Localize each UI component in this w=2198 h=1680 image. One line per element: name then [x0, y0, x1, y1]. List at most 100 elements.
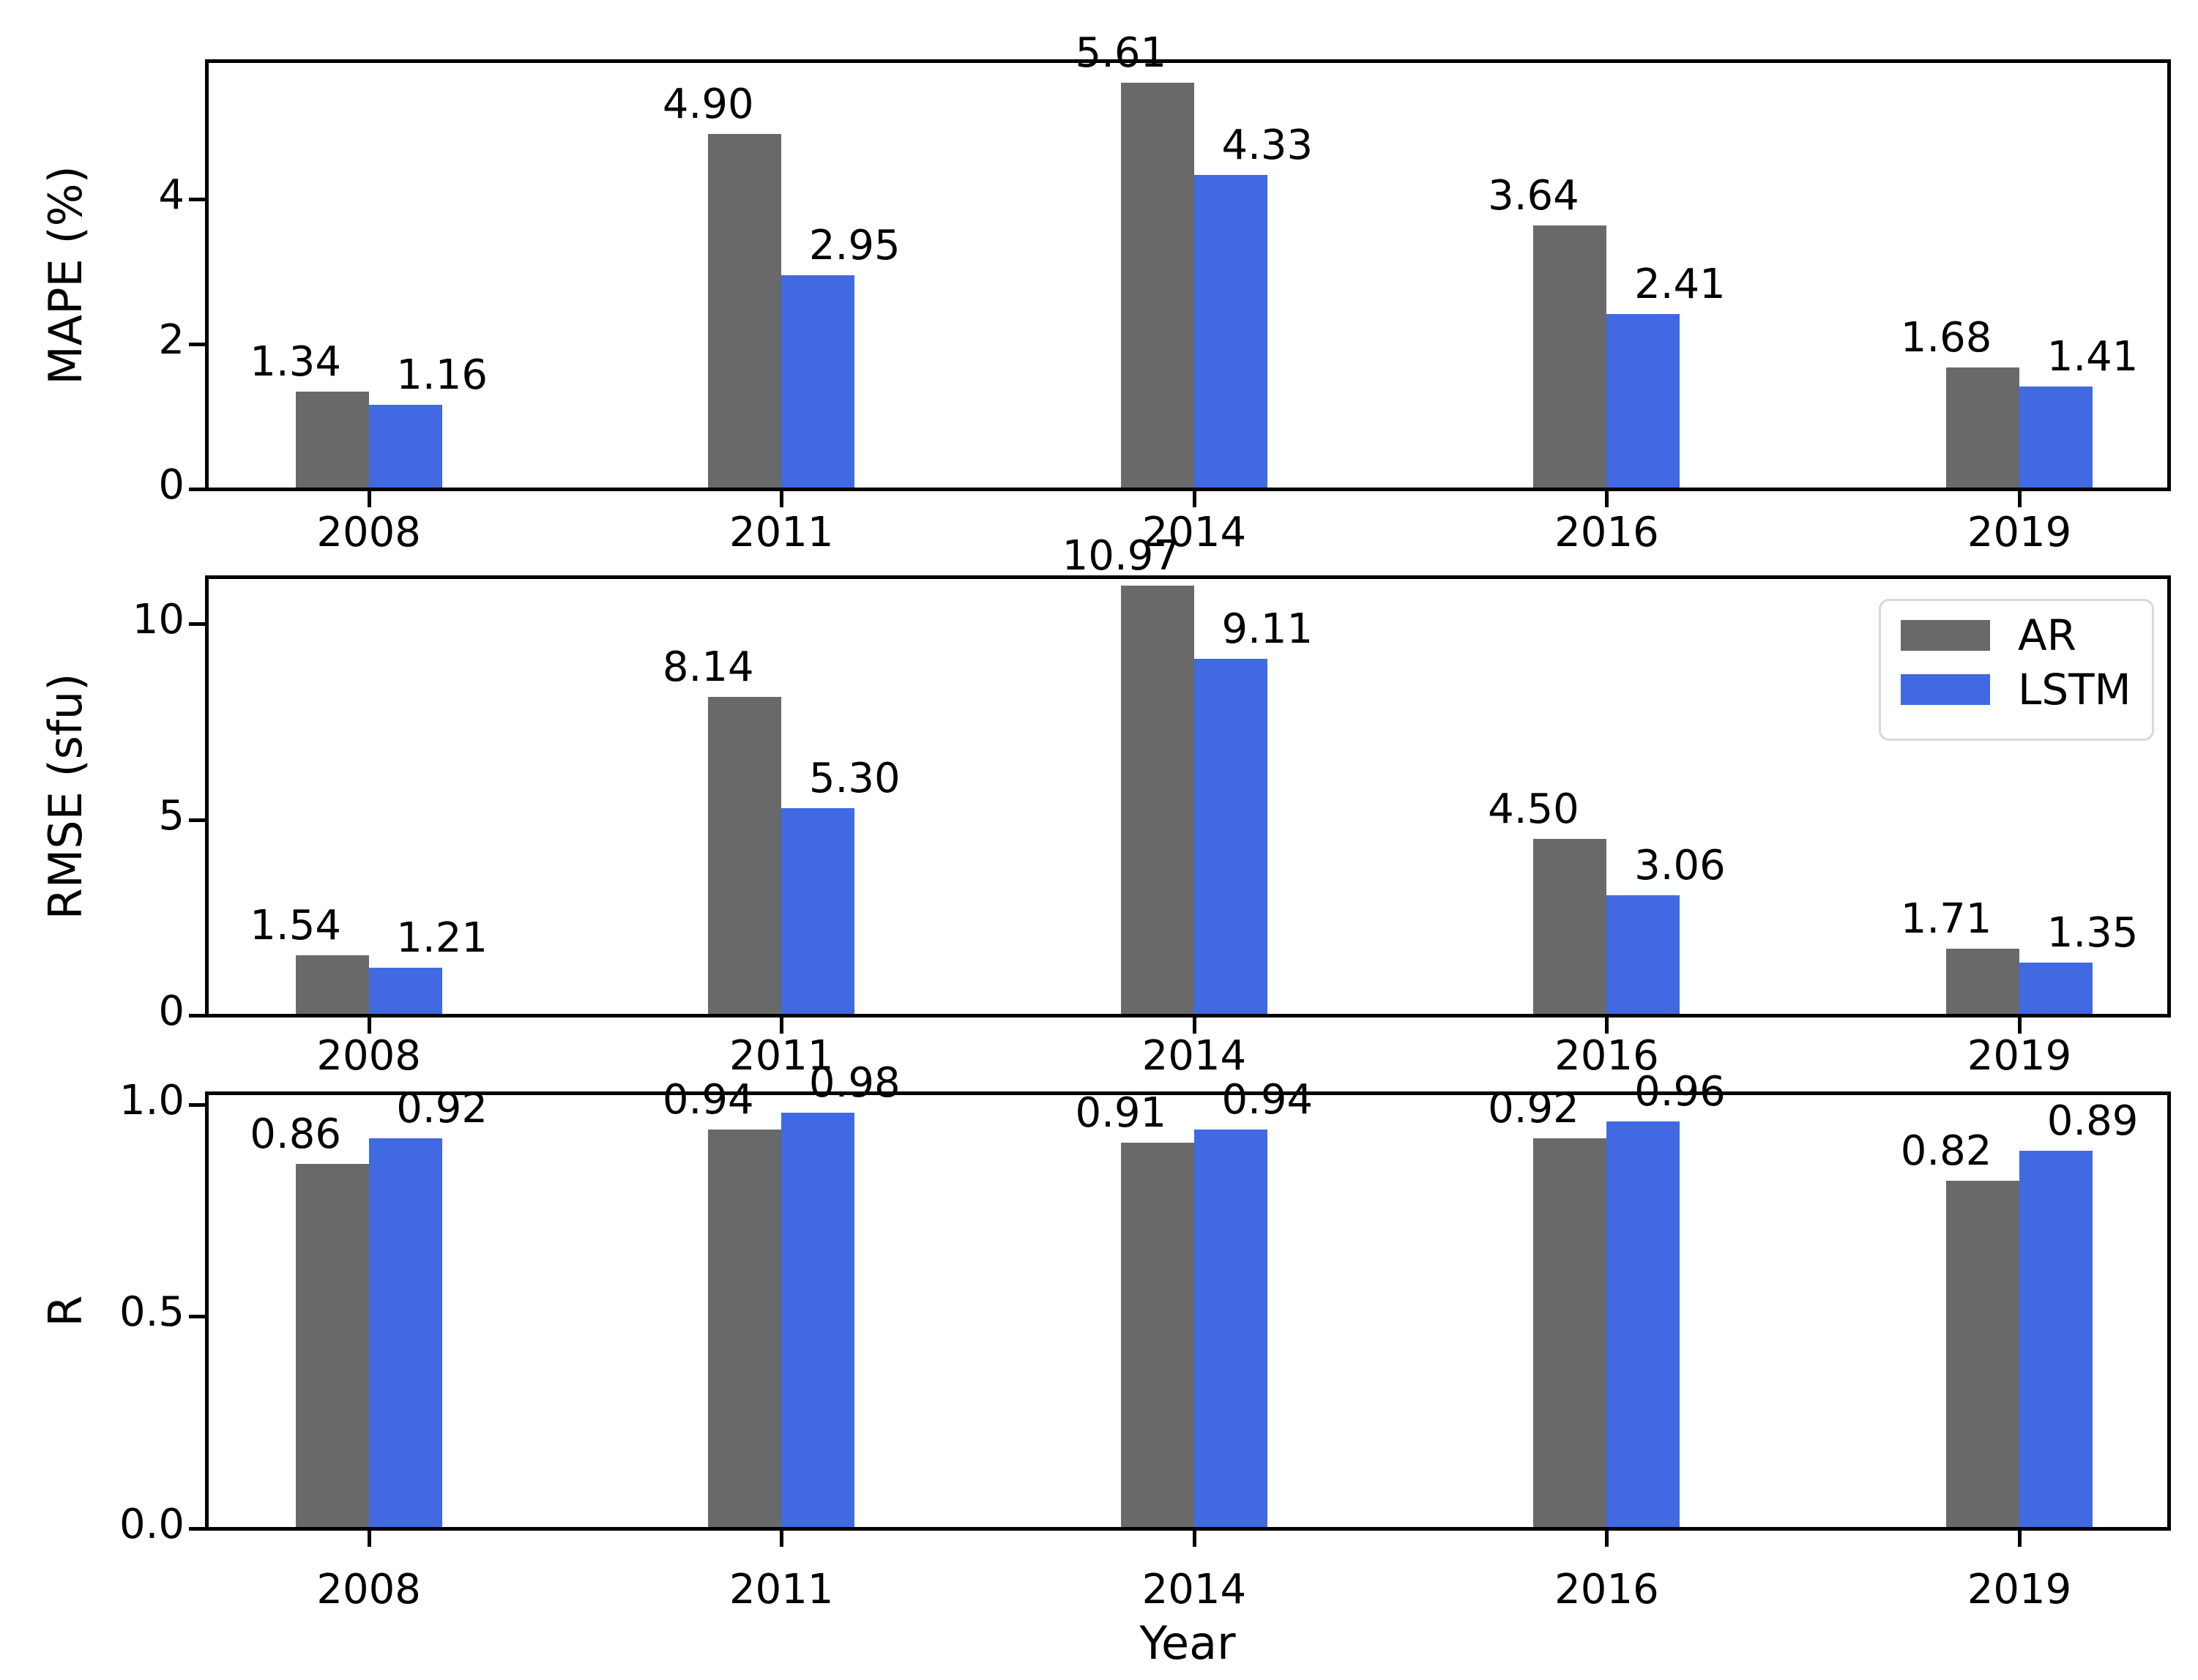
- axes-top-spine: [205, 575, 2170, 579]
- x-tick-mark: [367, 491, 371, 507]
- value-label-ar-2016: 0.92: [1488, 1084, 1579, 1132]
- x-tick-label: 2008: [316, 1032, 421, 1080]
- y-axis-label: MAPE (%): [39, 165, 92, 385]
- bar-ar-2011: [708, 133, 782, 489]
- x-tick-mark: [2018, 1531, 2022, 1547]
- value-label-lstm-2016: 2.41: [1634, 261, 1726, 309]
- legend-swatch-ar: [1901, 620, 1990, 651]
- bar-ar-2008: [295, 392, 369, 489]
- y-tick-mark: [189, 622, 205, 627]
- y-tick-mark: [189, 198, 205, 202]
- y-tick-mark: [189, 818, 205, 822]
- axes-right-spine: [2167, 1091, 2171, 1531]
- y-tick-label: 0.0: [119, 1501, 185, 1548]
- x-tick-label: 2011: [729, 509, 834, 556]
- y-tick-mark: [189, 1527, 205, 1531]
- y-tick-label: 0: [158, 988, 185, 1035]
- x-tick-mark: [780, 491, 784, 507]
- y-tick-mark: [189, 343, 205, 347]
- value-label-ar-2011: 0.94: [662, 1076, 754, 1124]
- axes-right-spine: [2167, 59, 2171, 491]
- value-label-ar-2019: 1.71: [1900, 895, 1992, 943]
- value-label-lstm-2019: 1.35: [2046, 908, 2139, 957]
- x-tick-label: 2016: [1554, 509, 1659, 556]
- y-tick-label: 10: [132, 596, 185, 644]
- y-tick-mark: [189, 1014, 205, 1018]
- value-label-ar-2019: 0.82: [1900, 1127, 1992, 1175]
- value-label-ar-2011: 4.90: [662, 80, 754, 128]
- axes-right-spine: [2167, 575, 2171, 1018]
- value-label-ar-2019: 1.68: [1900, 313, 1992, 362]
- x-tick-mark: [1605, 1018, 1609, 1034]
- y-tick-label: 2: [158, 316, 185, 365]
- bar-ar-2014: [1120, 82, 1194, 489]
- bar-ar-2016: [1533, 839, 1607, 1015]
- value-label-ar-2016: 3.64: [1488, 171, 1579, 220]
- axes-top-spine: [205, 59, 2170, 63]
- bar-ar-2011: [708, 1130, 782, 1528]
- bar-lstm-2011: [781, 807, 855, 1015]
- value-label-lstm-2008: 1.16: [396, 351, 488, 400]
- value-label-lstm-2016: 0.96: [1634, 1067, 1726, 1116]
- x-tick-label: 2019: [1967, 509, 2072, 556]
- x-tick-label: 2014: [1141, 1032, 1247, 1080]
- value-label-ar-2014: 10.97: [1062, 532, 1180, 580]
- bar-lstm-2014: [1193, 1130, 1267, 1528]
- bar-ar-2016: [1533, 1138, 1607, 1528]
- value-label-lstm-2008: 0.92: [396, 1084, 488, 1132]
- x-tick-mark: [1192, 491, 1196, 507]
- bar-lstm-2011: [781, 275, 855, 489]
- bar-lstm-2008: [368, 1138, 442, 1528]
- value-label-lstm-2014: 9.11: [1221, 605, 1314, 653]
- value-label-ar-2016: 4.50: [1488, 785, 1579, 834]
- y-tick-label: 0: [158, 461, 185, 509]
- x-tick-label: 2016: [1554, 1566, 1659, 1613]
- value-label-ar-2011: 8.14: [662, 643, 754, 691]
- value-label-lstm-2019: 1.41: [2046, 333, 2139, 381]
- y-axis-label: R: [39, 1294, 92, 1327]
- bar-lstm-2014: [1193, 658, 1267, 1015]
- x-tick-mark: [367, 1018, 371, 1034]
- value-label-lstm-2008: 1.21: [396, 914, 488, 963]
- x-tick-label: 2019: [1967, 1566, 2072, 1613]
- x-tick-label: 2014: [1141, 509, 1247, 556]
- value-label-ar-2014: 5.61: [1075, 29, 1167, 77]
- x-tick-mark: [1605, 491, 1609, 507]
- x-tick-label: 2016: [1554, 1032, 1659, 1080]
- y-tick-mark: [189, 488, 205, 491]
- value-label-ar-2008: 0.86: [250, 1110, 341, 1158]
- x-tick-mark: [1192, 1018, 1196, 1034]
- bar-ar-2014: [1120, 586, 1194, 1015]
- value-label-lstm-2011: 0.98: [808, 1059, 901, 1108]
- bar-ar-2016: [1533, 225, 1607, 489]
- legend-label-lstm: LSTM: [2018, 665, 2131, 714]
- value-label-lstm-2016: 3.06: [1634, 842, 1726, 890]
- axes-left-spine: [205, 575, 209, 1018]
- axes-top-spine: [205, 1091, 2170, 1095]
- bar-lstm-2016: [1606, 314, 1680, 489]
- x-tick-label: 2011: [729, 1566, 834, 1613]
- bar-lstm-2019: [2019, 962, 2093, 1015]
- bar-ar-2011: [708, 696, 782, 1015]
- x-axis-label: Year: [1139, 1616, 1236, 1670]
- x-tick-mark: [1192, 1531, 1196, 1547]
- value-label-ar-2014: 0.91: [1075, 1089, 1167, 1137]
- bar-lstm-2019: [2019, 387, 2093, 489]
- value-label-ar-2008: 1.34: [250, 338, 341, 387]
- x-tick-mark: [367, 1531, 371, 1547]
- x-tick-label: 2011: [729, 1032, 834, 1080]
- legend-label-ar: AR: [2018, 611, 2076, 660]
- x-tick-mark: [780, 1531, 784, 1547]
- axes-left-spine: [205, 1091, 209, 1531]
- x-tick-label: 2008: [316, 1566, 421, 1613]
- bar-ar-2019: [1946, 1180, 2020, 1528]
- axes-bottom-spine: [205, 1014, 2170, 1018]
- axes-left-spine: [205, 59, 209, 491]
- bar-lstm-2008: [368, 405, 442, 489]
- y-tick-label: 5: [158, 791, 185, 840]
- legend-swatch-lstm: [1901, 674, 1990, 705]
- y-tick-label: 0.5: [119, 1288, 185, 1337]
- x-tick-mark: [2018, 1018, 2022, 1034]
- x-tick-mark: [780, 1018, 784, 1034]
